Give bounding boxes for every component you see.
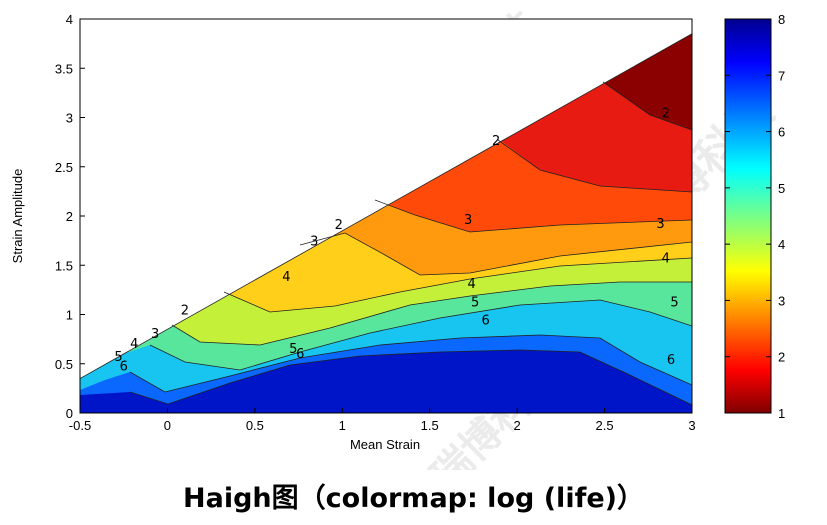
contour-label: 2	[662, 107, 670, 122]
colorbar-tick-label: 6	[778, 125, 785, 140]
y-tick-label: 1	[66, 308, 73, 323]
contour-line	[129, 349, 692, 406]
contour-label: 2	[335, 218, 343, 233]
contour-label: 3	[464, 213, 472, 228]
contour-label: 4	[130, 337, 138, 352]
colorbar-tick-label: 3	[778, 293, 785, 308]
contour-line	[223, 257, 692, 313]
contour-label: 5	[114, 350, 122, 365]
plot-area	[80, 19, 692, 413]
x-tick-label: 1.5	[421, 418, 439, 433]
contour-line	[171, 281, 692, 346]
x-tick-label: 3	[688, 418, 695, 433]
x-tick-label: 2.5	[596, 418, 614, 433]
haigh-chart: 易瑞博科技 易瑞博科技 易瑞博科技 易瑞博科技 2222333344445555…	[10, 3, 785, 470]
y-tick-label: 2	[66, 209, 73, 224]
y-tick-label: 3.5	[55, 61, 73, 76]
contour-label: 5	[289, 342, 297, 357]
y-tick-label: 3	[66, 111, 73, 126]
contour-label: 2	[492, 134, 500, 149]
contour-bands	[80, 19, 692, 413]
x-tick-label: 1	[339, 418, 346, 433]
contour-label: 6	[667, 353, 675, 368]
empty-region	[80, 19, 692, 379]
contour-lines	[80, 33, 692, 406]
y-tick-label: 2.5	[55, 160, 73, 175]
contour-label: 4	[282, 270, 290, 285]
y-axis: 0 0.5 1 1.5 2 2.5 3 3.5 4	[55, 12, 85, 421]
x-tick-label: -0.5	[69, 418, 91, 433]
y-tick-label: 0.5	[55, 357, 73, 372]
contour-line	[149, 299, 692, 371]
contour-label: 3	[310, 235, 318, 250]
colorbar-tick-label: 5	[778, 181, 785, 196]
colorbar-tick-label: 8	[778, 12, 785, 27]
contour-label: 6	[296, 347, 304, 362]
contour-label: 3	[151, 327, 159, 342]
contour-label: 6	[482, 313, 490, 328]
colorbar: 1 2 3 4 5 6 7 8	[724, 12, 785, 421]
contour-line	[602, 81, 692, 131]
contour-label: 4	[468, 277, 476, 292]
figure-caption: Haigh图（colormap: log (life)）	[183, 483, 644, 514]
contour-label: 6	[120, 360, 128, 375]
boundary-line	[80, 33, 692, 379]
contour-label: 5	[670, 296, 678, 311]
colorbar-tick-label: 7	[778, 68, 785, 83]
y-tick-label: 1.5	[55, 258, 73, 273]
y-tick-label: 4	[66, 12, 73, 27]
y-axis-label: Strain Amplitude	[10, 169, 25, 264]
colorbar-tick-label: 4	[778, 237, 785, 252]
x-axis: -0.5 0 0.5 1 1.5 2 2.5 3	[69, 408, 696, 433]
x-tick-label: 0.5	[246, 418, 264, 433]
contour-line	[374, 199, 692, 233]
x-tick-label: 0	[164, 418, 171, 433]
colorbar-ticks: 1 2 3 4 5 6 7 8	[725, 12, 785, 421]
contour-label: 2	[181, 304, 189, 319]
colorbar-gradient	[724, 18, 772, 414]
colorbar-tick-label: 2	[778, 350, 785, 365]
contour-line	[129, 334, 692, 393]
y-tick-label: 0	[66, 406, 73, 421]
contour-label: 3	[656, 217, 664, 232]
colorbar-tick-label: 1	[778, 406, 785, 421]
x-tick-label: 2	[514, 418, 521, 433]
contour-line	[497, 139, 692, 193]
x-axis-label: Mean Strain	[350, 437, 420, 452]
contour-band	[80, 350, 692, 413]
contour-line	[299, 232, 692, 276]
contour-label: 5	[471, 296, 479, 311]
contour-label: 4	[662, 251, 670, 266]
